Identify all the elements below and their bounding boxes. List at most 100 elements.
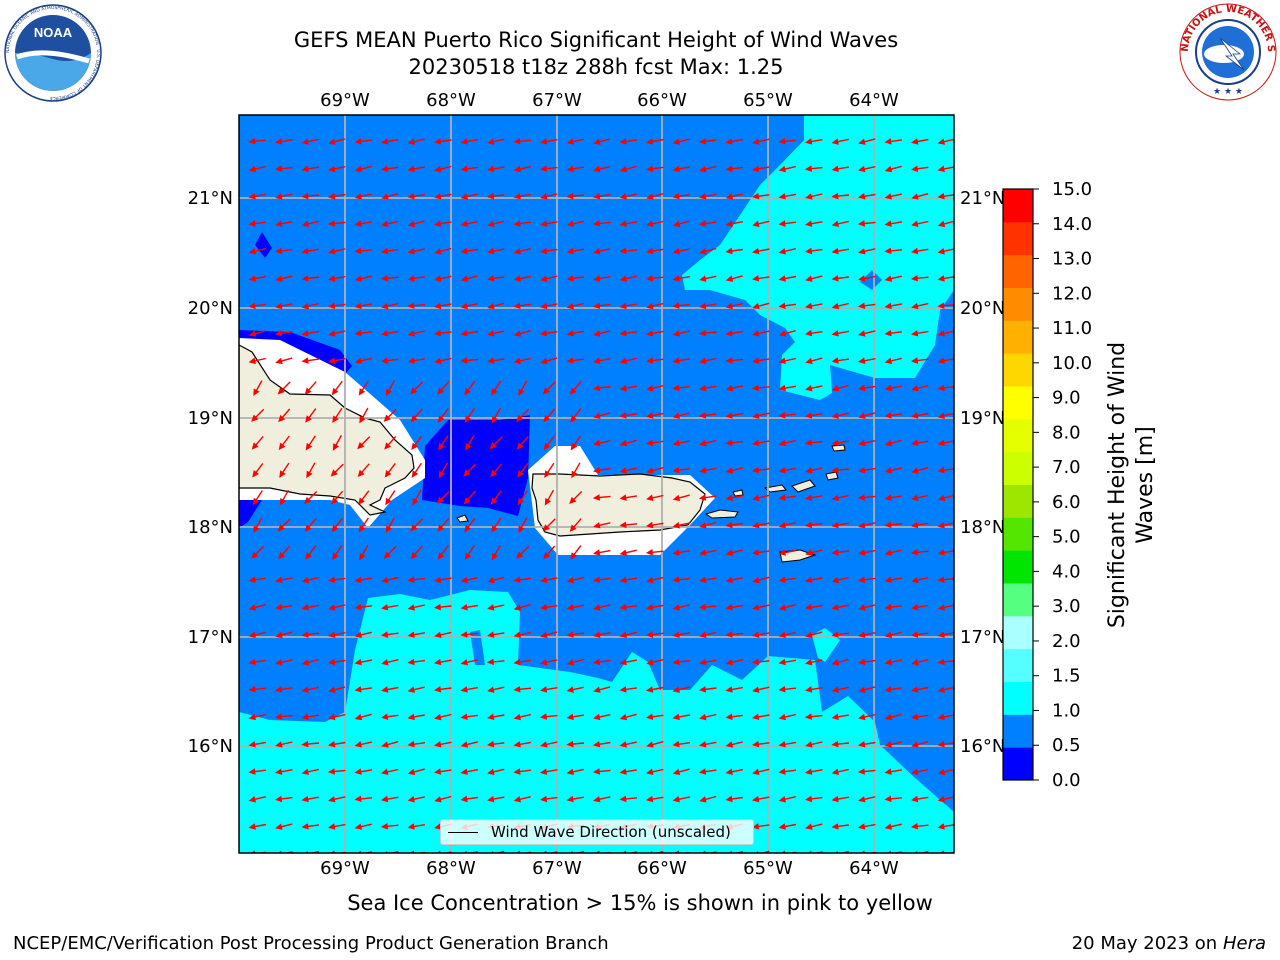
wind-arrow-head bbox=[752, 275, 760, 282]
wind-arrow-head bbox=[699, 494, 707, 501]
wind-arrow-head bbox=[831, 521, 839, 529]
wind-arrow-head bbox=[248, 713, 257, 721]
wind-arrow-head bbox=[672, 521, 680, 529]
wind-arrow-head bbox=[778, 823, 786, 830]
wind-arrow-head bbox=[805, 329, 813, 337]
wind-arrow-head bbox=[513, 138, 521, 145]
wind-arrow-head bbox=[328, 357, 336, 364]
wind-arrow-head bbox=[566, 302, 575, 310]
wind-arrow-head bbox=[301, 220, 310, 228]
wind-arrow-head bbox=[434, 713, 442, 721]
wind-arrow-head bbox=[672, 768, 681, 776]
wind-arrow-head bbox=[407, 604, 416, 611]
wind-arrow-head bbox=[540, 795, 548, 803]
wind-arrow-head bbox=[884, 741, 892, 748]
wind-arrow-head bbox=[383, 414, 391, 422]
wind-arrow-head bbox=[699, 302, 707, 310]
wind-arrow-head bbox=[381, 302, 389, 310]
wind-arrow-head bbox=[699, 248, 707, 255]
wind-arrow-head bbox=[433, 658, 442, 666]
wind-arrow-head bbox=[354, 658, 362, 666]
wind-arrow-head bbox=[464, 524, 471, 533]
wind-arrow-head bbox=[539, 165, 547, 172]
wind-arrow-head bbox=[354, 603, 362, 611]
wind-arrow-head bbox=[778, 439, 787, 447]
wind-arrow-head bbox=[911, 494, 919, 502]
wind-arrow-head bbox=[619, 576, 627, 584]
wind-arrow-head bbox=[275, 823, 283, 830]
wind-arrow-head bbox=[725, 576, 733, 584]
wind-arrow-head bbox=[672, 138, 681, 145]
lat-label: 20°N bbox=[960, 298, 1005, 319]
wind-arrow-head bbox=[831, 631, 839, 638]
wind-arrow-head bbox=[328, 686, 336, 693]
wind-arrow-head bbox=[487, 275, 495, 282]
wind-arrow-head bbox=[831, 740, 839, 748]
wind-arrow-head bbox=[540, 603, 548, 611]
wind-arrow-head bbox=[593, 412, 601, 419]
wind-arrow-head bbox=[540, 302, 548, 310]
wind-arrow-head bbox=[699, 193, 707, 200]
wind-arrow-head bbox=[566, 659, 575, 666]
wind-arrow-head bbox=[275, 193, 283, 200]
wind-arrow-head bbox=[381, 247, 389, 255]
wind-arrow-head bbox=[884, 549, 893, 556]
wind-arrow-head bbox=[752, 631, 760, 638]
wind-arrow-head bbox=[327, 220, 335, 227]
wind-arrow-head bbox=[566, 247, 574, 255]
wind-arrow-head bbox=[672, 576, 680, 583]
wind-arrow-head bbox=[434, 631, 442, 639]
chart-subtitle: 20230518 t18z 288h fcst Max: 1.25 bbox=[408, 55, 784, 79]
wind-arrow-head bbox=[460, 165, 468, 173]
wind-arrow-head bbox=[248, 330, 257, 337]
wind-arrow-head bbox=[354, 275, 363, 282]
wind-arrow-head bbox=[570, 442, 578, 451]
wind-arrow-head bbox=[274, 165, 282, 172]
wind-arrow-head bbox=[540, 247, 548, 255]
wind-arrow-head bbox=[778, 384, 786, 392]
wind-arrow-head bbox=[619, 631, 628, 639]
wind-arrow-head bbox=[407, 740, 415, 748]
colorbar-tick-label: 9.0 bbox=[1052, 388, 1081, 409]
wind-arrow-head bbox=[805, 658, 813, 666]
lon-label: 69°W bbox=[320, 858, 370, 879]
wind-arrow-head bbox=[884, 467, 892, 474]
wind-arrow-head bbox=[857, 823, 866, 830]
wind-arrow-head bbox=[275, 302, 283, 310]
lat-label: 20°N bbox=[188, 298, 233, 319]
wind-arrow-head bbox=[699, 467, 707, 474]
wind-arrow-head bbox=[884, 795, 892, 803]
wind-arrow-head bbox=[645, 604, 654, 611]
wind-arrow-head bbox=[698, 658, 707, 666]
wind-arrow-head bbox=[328, 658, 336, 666]
wind-arrow-head bbox=[304, 387, 312, 395]
wind-arrow-head bbox=[410, 551, 418, 560]
wind-arrow-head bbox=[752, 412, 760, 419]
wind-arrow-head bbox=[328, 165, 336, 173]
wind-arrow-head bbox=[354, 576, 362, 584]
wind-arrow-head bbox=[911, 741, 919, 748]
wind-arrow-head bbox=[460, 603, 468, 611]
wind-arrow-head bbox=[672, 357, 680, 364]
wind-arrow-head bbox=[248, 768, 256, 775]
wind-arrow-head bbox=[328, 576, 336, 584]
wind-arrow-head bbox=[858, 658, 866, 666]
wind-arrow-head bbox=[884, 329, 892, 337]
colorbar-swatch bbox=[1003, 681, 1033, 715]
wind-arrow-head bbox=[699, 357, 707, 365]
wind-arrow-head bbox=[725, 549, 734, 556]
wind-arrow-head bbox=[911, 686, 919, 693]
wind-arrow-head bbox=[937, 631, 945, 638]
legend-label: Wind Wave Direction (unscaled) bbox=[491, 823, 731, 841]
wind-arrow-head bbox=[858, 192, 866, 200]
wind-arrow-head bbox=[487, 220, 495, 228]
wind-arrow-head bbox=[672, 713, 680, 721]
wind-arrow-head bbox=[937, 357, 945, 364]
wind-arrow-head bbox=[805, 795, 813, 803]
wind-arrow-head bbox=[593, 165, 601, 173]
wind-arrow-head bbox=[487, 631, 495, 638]
wind-arrow-head bbox=[911, 713, 919, 721]
wind-arrow-head bbox=[383, 551, 391, 559]
wind-arrow-head bbox=[354, 220, 362, 227]
